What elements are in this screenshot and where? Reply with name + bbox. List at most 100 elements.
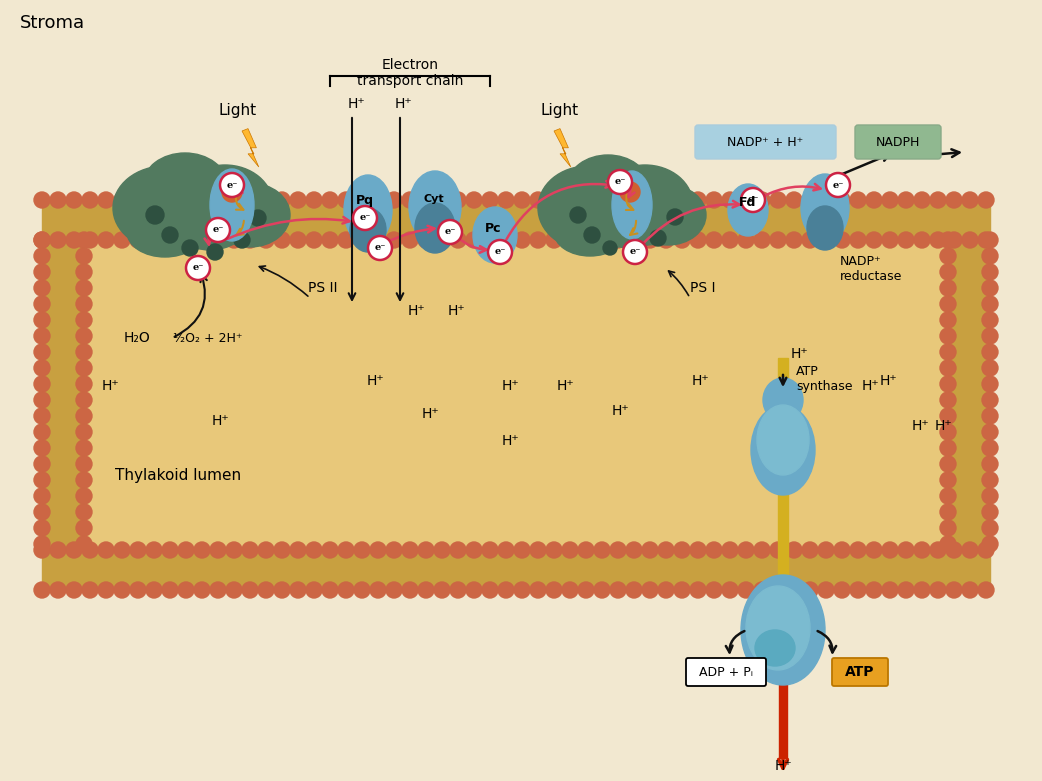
- Circle shape: [76, 328, 92, 344]
- Text: H⁺: H⁺: [501, 434, 519, 448]
- Circle shape: [34, 232, 50, 248]
- Text: NADP⁺
reductase: NADP⁺ reductase: [840, 255, 902, 283]
- Circle shape: [76, 472, 92, 488]
- Circle shape: [488, 240, 512, 264]
- Circle shape: [114, 192, 130, 208]
- Circle shape: [940, 344, 956, 360]
- Circle shape: [306, 192, 322, 208]
- Circle shape: [76, 232, 92, 248]
- Circle shape: [882, 232, 898, 248]
- Circle shape: [370, 542, 386, 558]
- Circle shape: [114, 542, 130, 558]
- FancyBboxPatch shape: [695, 125, 836, 159]
- Text: H⁺: H⁺: [612, 404, 628, 418]
- Circle shape: [402, 542, 418, 558]
- Circle shape: [130, 192, 146, 208]
- Circle shape: [940, 392, 956, 408]
- Circle shape: [914, 192, 931, 208]
- Circle shape: [450, 582, 466, 598]
- Circle shape: [146, 192, 162, 208]
- FancyArrowPatch shape: [843, 154, 890, 174]
- Circle shape: [194, 582, 210, 598]
- Circle shape: [940, 504, 956, 520]
- Circle shape: [242, 232, 258, 248]
- Circle shape: [706, 582, 722, 598]
- Circle shape: [206, 218, 230, 242]
- Circle shape: [546, 232, 562, 248]
- Circle shape: [50, 192, 66, 208]
- Circle shape: [370, 192, 386, 208]
- Circle shape: [98, 232, 114, 248]
- Circle shape: [982, 296, 998, 312]
- FancyArrowPatch shape: [642, 201, 740, 245]
- Circle shape: [940, 248, 956, 264]
- Text: e⁻: e⁻: [747, 195, 759, 205]
- Circle shape: [770, 232, 786, 248]
- Circle shape: [482, 582, 498, 598]
- Circle shape: [386, 542, 402, 558]
- Circle shape: [66, 232, 82, 248]
- FancyArrowPatch shape: [506, 181, 613, 240]
- Text: H⁺: H⁺: [408, 304, 425, 318]
- Circle shape: [802, 232, 818, 248]
- Circle shape: [114, 582, 130, 598]
- Circle shape: [770, 192, 786, 208]
- Circle shape: [610, 232, 626, 248]
- Circle shape: [962, 192, 978, 208]
- FancyBboxPatch shape: [832, 658, 888, 686]
- Circle shape: [578, 192, 594, 208]
- Circle shape: [402, 232, 418, 248]
- Circle shape: [940, 408, 956, 424]
- Circle shape: [610, 192, 626, 208]
- Circle shape: [258, 232, 274, 248]
- Circle shape: [546, 542, 562, 558]
- Circle shape: [498, 232, 514, 248]
- Circle shape: [626, 192, 642, 208]
- Circle shape: [76, 504, 92, 520]
- Circle shape: [76, 424, 92, 440]
- Text: ADP + Pᵢ: ADP + Pᵢ: [699, 665, 753, 679]
- Text: H⁺: H⁺: [556, 379, 574, 393]
- Ellipse shape: [597, 165, 693, 245]
- Circle shape: [114, 232, 130, 248]
- Circle shape: [34, 440, 50, 456]
- Circle shape: [940, 232, 956, 248]
- Ellipse shape: [127, 207, 203, 257]
- Circle shape: [940, 376, 956, 392]
- Circle shape: [50, 542, 66, 558]
- Ellipse shape: [473, 207, 517, 263]
- Ellipse shape: [177, 165, 273, 245]
- Circle shape: [940, 488, 956, 504]
- Circle shape: [982, 392, 998, 408]
- Text: H⁺: H⁺: [395, 97, 413, 111]
- Circle shape: [642, 542, 658, 558]
- Circle shape: [50, 232, 66, 248]
- Circle shape: [982, 440, 998, 456]
- Circle shape: [418, 192, 435, 208]
- Circle shape: [482, 192, 498, 208]
- Circle shape: [290, 192, 306, 208]
- FancyArrowPatch shape: [726, 631, 744, 652]
- Circle shape: [982, 232, 998, 248]
- Bar: [42, 240, 84, 550]
- Circle shape: [274, 192, 290, 208]
- Circle shape: [882, 192, 898, 208]
- Circle shape: [610, 582, 626, 598]
- Circle shape: [130, 542, 146, 558]
- Circle shape: [274, 232, 290, 248]
- Circle shape: [914, 232, 931, 248]
- Circle shape: [76, 264, 92, 280]
- Circle shape: [982, 504, 998, 520]
- Circle shape: [34, 248, 50, 264]
- Circle shape: [130, 582, 146, 598]
- Circle shape: [34, 328, 50, 344]
- FancyArrowPatch shape: [227, 217, 349, 239]
- Circle shape: [242, 542, 258, 558]
- Circle shape: [940, 280, 956, 296]
- Circle shape: [34, 392, 50, 408]
- Text: e⁻: e⁻: [444, 227, 455, 237]
- Circle shape: [914, 542, 931, 558]
- Ellipse shape: [146, 206, 164, 224]
- Bar: [42, 200, 990, 240]
- Circle shape: [322, 232, 338, 248]
